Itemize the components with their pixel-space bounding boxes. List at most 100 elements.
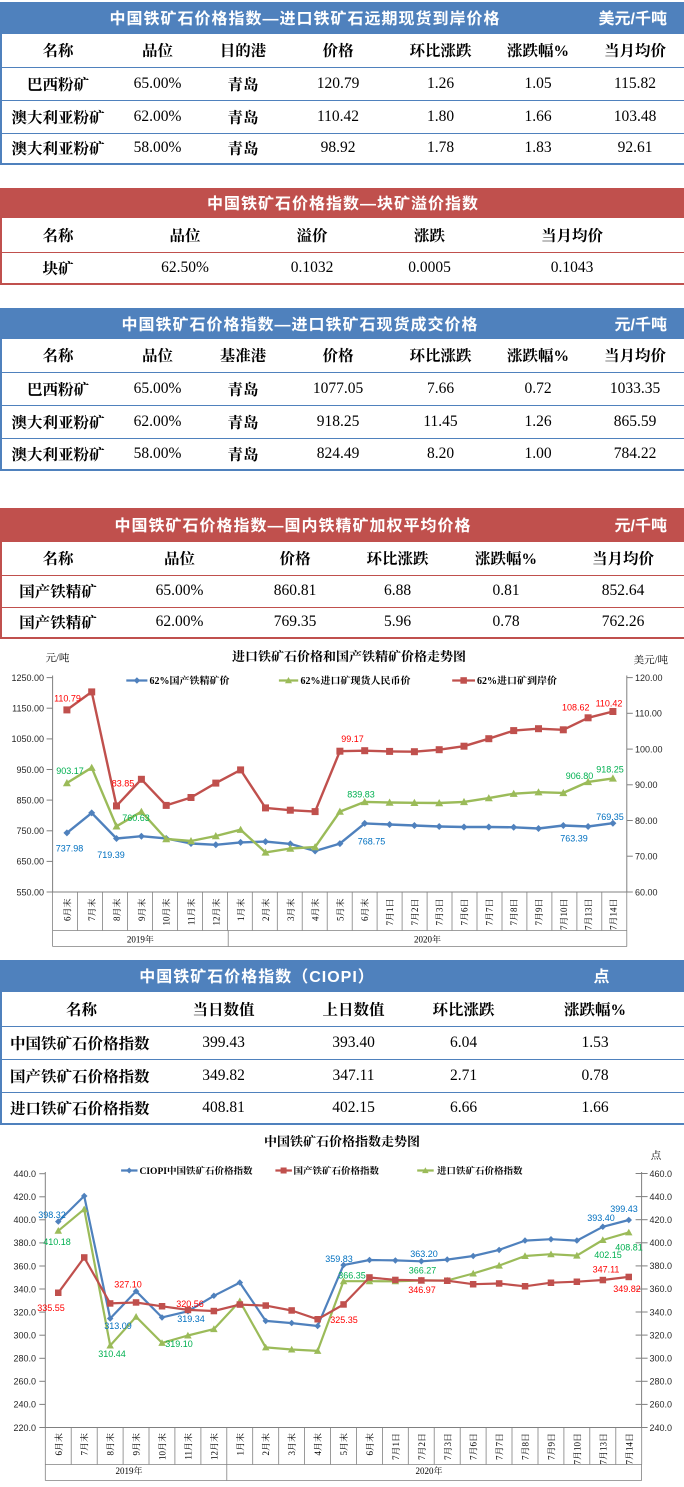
svg-text:9月末: 9月末 [137, 899, 147, 922]
svg-text:中国铁矿石价格指数走势图: 中国铁矿石价格指数走势图 [264, 1134, 420, 1149]
svg-text:点: 点 [651, 1150, 662, 1162]
svg-text:美元/吨: 美元/吨 [634, 655, 669, 667]
svg-text:950.00: 950.00 [16, 765, 44, 775]
svg-text:7月14日: 7月14日 [608, 899, 618, 931]
svg-text:110.42: 110.42 [596, 699, 623, 709]
svg-text:6月末: 6月末 [360, 899, 370, 922]
svg-text:320.0: 320.0 [13, 1307, 36, 1317]
svg-text:335.55: 335.55 [37, 1303, 65, 1313]
svg-text:5月末: 5月末 [339, 1433, 349, 1456]
svg-text:2019年: 2019年 [115, 1466, 142, 1476]
svg-text:7月7日: 7月7日 [484, 899, 494, 926]
svg-text:769.35: 769.35 [596, 812, 624, 822]
svg-text:10月末: 10月末 [158, 1433, 168, 1460]
svg-text:400.0: 400.0 [13, 1215, 36, 1225]
svg-text:460.0: 460.0 [650, 1169, 673, 1179]
svg-text:760.63: 760.63 [122, 813, 150, 823]
svg-text:399.43: 399.43 [610, 1204, 638, 1214]
svg-text:300.0: 300.0 [650, 1354, 673, 1364]
svg-text:320.0: 320.0 [650, 1330, 673, 1340]
svg-text:2月末: 2月末 [261, 1433, 271, 1456]
svg-text:70.00: 70.00 [635, 852, 658, 862]
svg-text:7月2日: 7月2日 [417, 1433, 427, 1460]
svg-text:元/吨: 元/吨 [46, 653, 70, 665]
svg-text:7月9日: 7月9日 [534, 899, 544, 926]
svg-text:410.18: 410.18 [43, 1237, 71, 1247]
svg-text:839.83: 839.83 [347, 790, 375, 800]
svg-text:300.0: 300.0 [13, 1331, 36, 1341]
svg-text:国产铁矿石价格指数: 国产铁矿石价格指数 [294, 1165, 380, 1177]
svg-text:737.98: 737.98 [56, 844, 84, 854]
svg-text:3月末: 3月末 [286, 899, 296, 922]
svg-text:400.0: 400.0 [650, 1238, 673, 1248]
svg-text:3月末: 3月末 [287, 1433, 297, 1456]
svg-text:1150.00: 1150.00 [12, 704, 44, 714]
svg-text:80.00: 80.00 [635, 816, 658, 826]
svg-text:9月末: 9月末 [132, 1433, 142, 1456]
svg-text:220.0: 220.0 [13, 1423, 36, 1433]
svg-text:420.0: 420.0 [13, 1192, 36, 1202]
svg-text:11月末: 11月末 [183, 1433, 193, 1460]
svg-text:280.0: 280.0 [13, 1354, 36, 1364]
svg-text:7月6日: 7月6日 [469, 1433, 479, 1460]
svg-text:8月末: 8月末 [112, 899, 122, 922]
svg-text:99.17: 99.17 [341, 734, 364, 744]
svg-text:750.00: 750.00 [16, 826, 44, 836]
svg-text:260.0: 260.0 [13, 1377, 36, 1387]
svg-text:320.56: 320.56 [176, 1299, 204, 1309]
svg-text:360.0: 360.0 [650, 1284, 673, 1294]
svg-text:240.0: 240.0 [13, 1400, 36, 1410]
svg-text:62%国产铁精矿价: 62%国产铁精矿价 [150, 675, 230, 687]
svg-text:120.00: 120.00 [635, 673, 663, 683]
svg-text:363.20: 363.20 [410, 1249, 438, 1259]
svg-text:4月末: 4月末 [313, 1433, 323, 1456]
svg-text:327.10: 327.10 [114, 1280, 142, 1290]
svg-text:918.25: 918.25 [596, 765, 624, 775]
svg-text:347.11: 347.11 [593, 1265, 620, 1275]
svg-text:2月末: 2月末 [261, 899, 271, 922]
svg-text:7月8日: 7月8日 [509, 899, 519, 926]
svg-text:310.44: 310.44 [98, 1349, 126, 1359]
svg-text:10月末: 10月末 [162, 899, 172, 926]
svg-text:319.10: 319.10 [165, 1339, 193, 1349]
svg-text:420.0: 420.0 [650, 1215, 673, 1225]
svg-text:280.0: 280.0 [650, 1377, 673, 1387]
svg-text:7月10日: 7月10日 [559, 899, 569, 931]
svg-text:进口铁矿石价格指数: 进口铁矿石价格指数 [437, 1165, 523, 1177]
svg-text:90.00: 90.00 [635, 780, 658, 790]
svg-text:5月末: 5月末 [335, 899, 345, 922]
svg-text:108.62: 108.62 [562, 703, 590, 713]
svg-text:62%进口矿现货人民币价: 62%进口矿现货人民币价 [301, 675, 411, 687]
svg-text:7月1日: 7月1日 [391, 1433, 401, 1460]
svg-text:850.00: 850.00 [16, 795, 44, 805]
svg-text:313.09: 313.09 [104, 1321, 132, 1331]
svg-text:1050.00: 1050.00 [11, 734, 44, 744]
svg-text:906.80: 906.80 [566, 771, 594, 781]
svg-text:进口铁矿石价格和国产铁精矿价格走势图: 进口铁矿石价格和国产铁精矿价格走势图 [232, 649, 466, 664]
svg-text:550.00: 550.00 [16, 887, 44, 897]
svg-text:62%进口矿到岸价: 62%进口矿到岸价 [477, 675, 557, 687]
svg-text:110.00: 110.00 [635, 709, 662, 719]
svg-text:7月3日: 7月3日 [443, 1433, 453, 1460]
svg-text:319.34: 319.34 [177, 1314, 205, 1324]
svg-text:7月3日: 7月3日 [435, 899, 445, 926]
svg-text:7月2日: 7月2日 [410, 899, 420, 926]
svg-text:7月7日: 7月7日 [495, 1433, 505, 1460]
svg-text:7月8日: 7月8日 [521, 1433, 531, 1460]
svg-text:440.0: 440.0 [13, 1169, 36, 1179]
svg-text:366.35: 366.35 [338, 1271, 366, 1281]
svg-text:650.00: 650.00 [16, 857, 44, 867]
svg-text:6月末: 6月末 [62, 899, 72, 922]
svg-text:7月末: 7月末 [87, 899, 97, 922]
svg-text:7月13日: 7月13日 [584, 899, 594, 931]
svg-text:408.81: 408.81 [615, 1243, 643, 1253]
svg-text:6月末: 6月末 [365, 1433, 375, 1456]
svg-text:380.0: 380.0 [650, 1261, 673, 1271]
svg-text:1月末: 1月末 [236, 899, 246, 922]
svg-text:83.85: 83.85 [112, 779, 135, 789]
svg-text:12月末: 12月末 [211, 899, 221, 926]
svg-text:1月末: 1月末 [235, 1433, 245, 1456]
svg-text:763.39: 763.39 [560, 834, 588, 844]
svg-text:7月1日: 7月1日 [385, 899, 395, 926]
svg-text:366.27: 366.27 [409, 1266, 437, 1276]
